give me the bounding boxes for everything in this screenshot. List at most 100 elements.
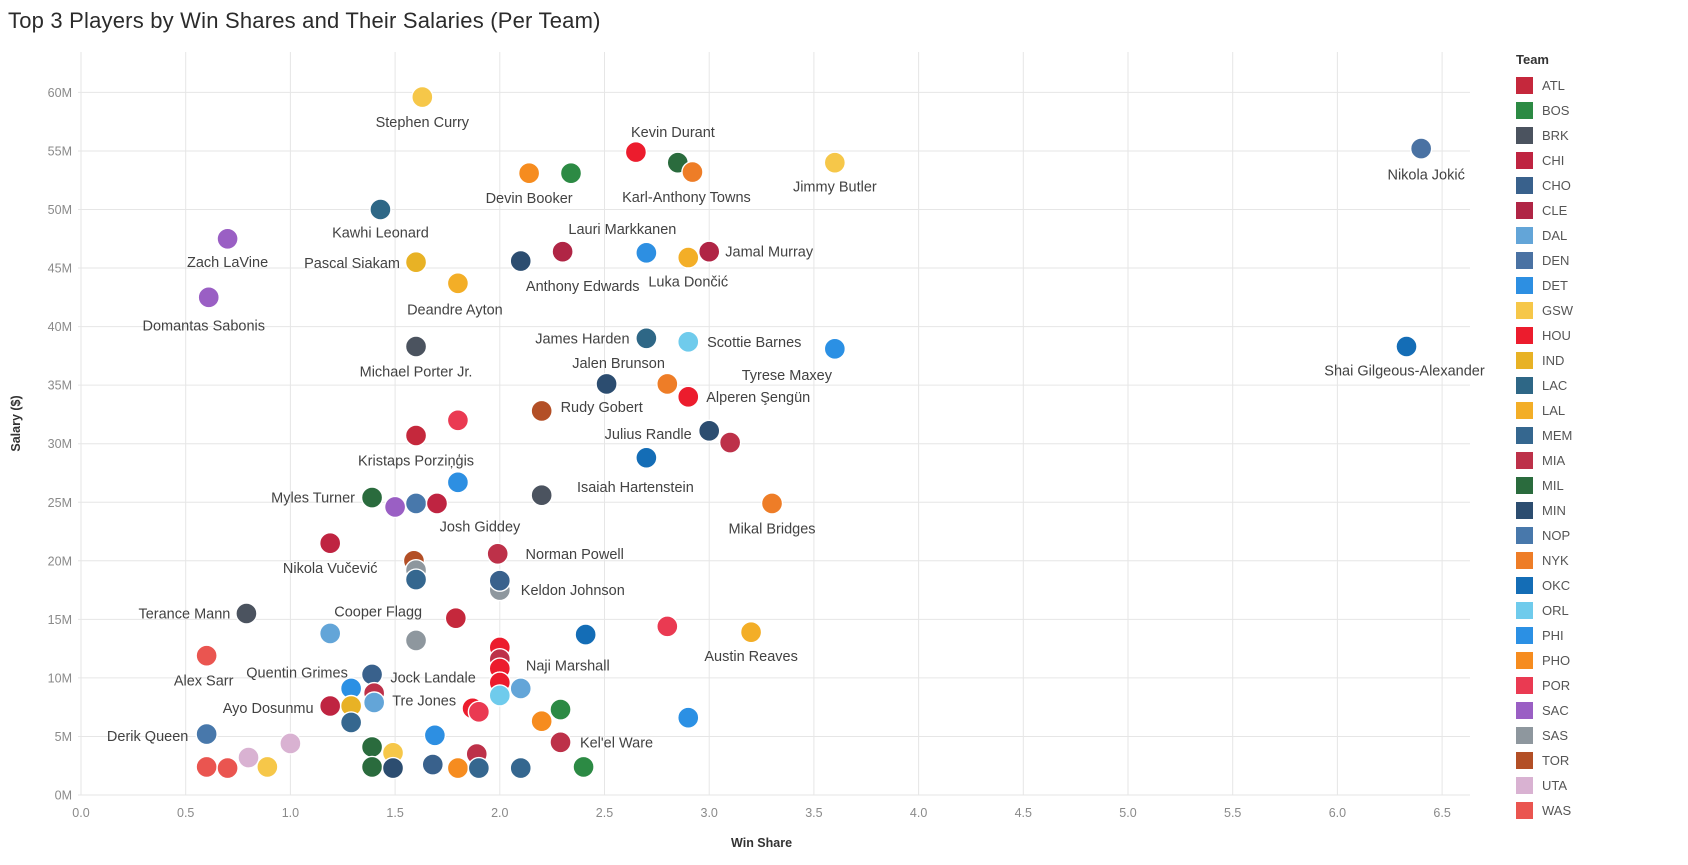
- data-point-dal[interactable]: [509, 677, 532, 700]
- data-point-mia[interactable]: [718, 431, 742, 454]
- data-point-mil[interactable]: [360, 755, 384, 779]
- data-point-hou[interactable]: [624, 140, 648, 164]
- data-point-uta[interactable]: [279, 732, 302, 755]
- data-point-tor[interactable]: [530, 399, 553, 423]
- data-point-cle[interactable]: [551, 240, 574, 263]
- data-point-mem[interactable]: [509, 756, 532, 780]
- data-point-ind[interactable]: [404, 250, 428, 274]
- data-point-gsw[interactable]: [823, 151, 847, 174]
- data-point-nyk[interactable]: [760, 492, 784, 515]
- legend-item-ind[interactable]: IND: [1508, 348, 1684, 373]
- data-point-lal[interactable]: [739, 621, 763, 644]
- data-point-sac[interactable]: [197, 286, 220, 309]
- data-point-chi[interactable]: [425, 492, 449, 515]
- data-point-mil[interactable]: [360, 735, 384, 759]
- data-point-cho[interactable]: [360, 663, 384, 686]
- data-point-sac[interactable]: [383, 495, 407, 519]
- data-point-chi[interactable]: [318, 532, 342, 555]
- data-point-gsw[interactable]: [411, 85, 434, 109]
- data-point-nop[interactable]: [404, 492, 428, 515]
- data-point-brk[interactable]: [530, 484, 553, 507]
- legend-item-por[interactable]: POR: [1508, 673, 1684, 698]
- legend-item-was[interactable]: WAS: [1508, 798, 1684, 823]
- data-point-bos[interactable]: [572, 755, 595, 779]
- data-point-mem[interactable]: [467, 756, 491, 780]
- legend-item-den[interactable]: DEN: [1508, 248, 1684, 273]
- legend-item-mil[interactable]: MIL: [1508, 473, 1684, 498]
- data-point-lac[interactable]: [635, 327, 658, 350]
- data-point-nyk[interactable]: [656, 372, 679, 396]
- data-point-cho[interactable]: [421, 753, 444, 776]
- legend-item-lal[interactable]: LAL: [1508, 398, 1684, 423]
- legend-item-lac[interactable]: LAC: [1508, 373, 1684, 398]
- data-point-pho[interactable]: [530, 710, 553, 733]
- data-point-atl[interactable]: [404, 424, 428, 447]
- data-point-mem[interactable]: [404, 568, 428, 591]
- data-point-lal[interactable]: [677, 246, 700, 269]
- data-point-por[interactable]: [656, 615, 679, 638]
- legend-item-min[interactable]: MIN: [1508, 498, 1684, 523]
- data-point-brk[interactable]: [235, 602, 258, 625]
- legend-item-cho[interactable]: CHO: [1508, 173, 1684, 198]
- data-point-chi[interactable]: [318, 694, 342, 718]
- data-point-okc[interactable]: [635, 446, 658, 469]
- data-point-was[interactable]: [195, 755, 218, 779]
- legend-item-brk[interactable]: BRK: [1508, 123, 1684, 148]
- data-point-atl[interactable]: [444, 606, 468, 630]
- legend-item-gsw[interactable]: GSW: [1508, 298, 1684, 323]
- data-point-sac[interactable]: [216, 227, 239, 250]
- data-point-okc[interactable]: [574, 623, 597, 646]
- data-point-pho[interactable]: [517, 161, 541, 185]
- data-point-min[interactable]: [381, 756, 405, 780]
- data-point-bos[interactable]: [559, 161, 583, 185]
- data-point-dal[interactable]: [318, 622, 342, 645]
- data-point-min[interactable]: [509, 249, 532, 273]
- legend-item-hou[interactable]: HOU: [1508, 323, 1684, 348]
- legend-item-mia[interactable]: MIA: [1508, 448, 1684, 473]
- data-point-mil[interactable]: [360, 486, 384, 509]
- data-point-por[interactable]: [446, 409, 470, 432]
- legend-item-pho[interactable]: PHO: [1508, 648, 1684, 673]
- data-point-orl[interactable]: [488, 684, 511, 707]
- data-point-hou[interactable]: [677, 385, 700, 409]
- legend-item-det[interactable]: DET: [1508, 273, 1684, 298]
- legend-item-dal[interactable]: DAL: [1508, 223, 1684, 248]
- legend-item-cle[interactable]: CLE: [1508, 198, 1684, 223]
- legend-item-chi[interactable]: CHI: [1508, 148, 1684, 173]
- data-point-bos[interactable]: [549, 698, 572, 721]
- data-point-mia[interactable]: [549, 731, 572, 754]
- legend-item-sac[interactable]: SAC: [1508, 698, 1684, 723]
- legend-item-mem[interactable]: MEM: [1508, 423, 1684, 448]
- legend-item-atl[interactable]: ATL: [1508, 73, 1684, 98]
- legend-item-sas[interactable]: SAS: [1508, 723, 1684, 748]
- data-point-sas[interactable]: [404, 629, 428, 652]
- data-point-okc[interactable]: [1395, 335, 1418, 358]
- data-point-pho[interactable]: [446, 756, 470, 780]
- data-point-brk[interactable]: [404, 335, 428, 358]
- data-point-cho[interactable]: [488, 569, 511, 592]
- data-point-min[interactable]: [698, 419, 721, 443]
- data-point-was[interactable]: [195, 644, 218, 667]
- data-point-gsw[interactable]: [256, 755, 279, 779]
- data-point-mia[interactable]: [486, 542, 509, 565]
- data-point-phi[interactable]: [823, 337, 847, 361]
- legend-item-orl[interactable]: ORL: [1508, 598, 1684, 623]
- data-point-den[interactable]: [1409, 137, 1433, 160]
- data-point-orl[interactable]: [677, 330, 700, 354]
- data-point-mem[interactable]: [339, 711, 363, 734]
- legend-item-tor[interactable]: TOR: [1508, 748, 1684, 773]
- data-point-uta[interactable]: [237, 746, 260, 769]
- data-point-por[interactable]: [467, 700, 491, 724]
- data-point-lac[interactable]: [369, 198, 392, 221]
- legend-item-okc[interactable]: OKC: [1508, 573, 1684, 598]
- data-point-min[interactable]: [595, 372, 618, 396]
- data-point-det[interactable]: [635, 241, 658, 265]
- data-point-was[interactable]: [216, 756, 239, 780]
- data-point-det[interactable]: [423, 724, 447, 747]
- data-point-det[interactable]: [446, 471, 470, 494]
- data-point-nop[interactable]: [195, 722, 218, 746]
- data-point-phi[interactable]: [677, 706, 700, 729]
- legend-item-phi[interactable]: PHI: [1508, 623, 1684, 648]
- legend-item-uta[interactable]: UTA: [1508, 773, 1684, 798]
- data-point-nyk[interactable]: [681, 160, 704, 184]
